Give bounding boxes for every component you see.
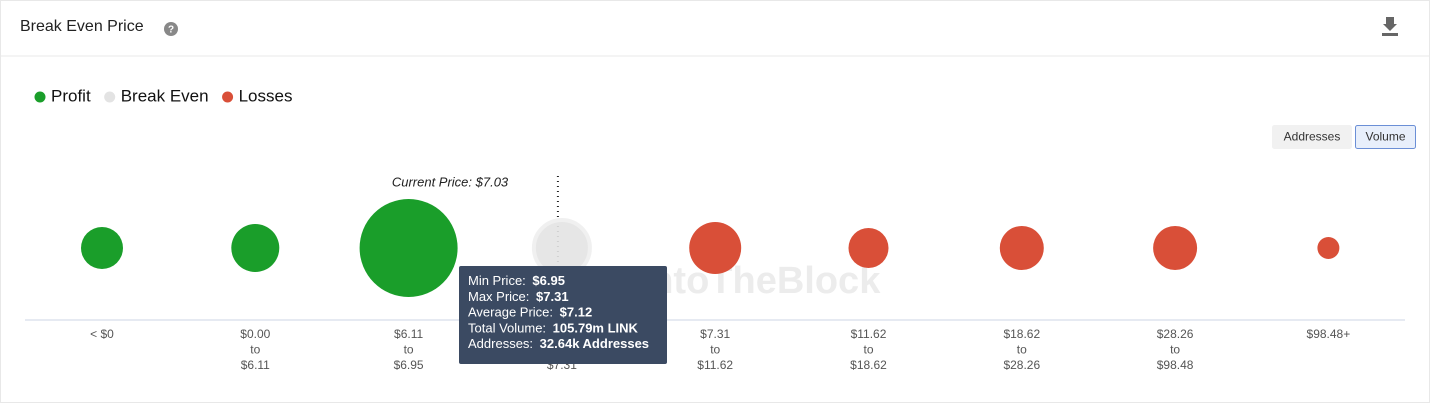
bubble xyxy=(1317,237,1340,259)
title: Break Even Price xyxy=(20,18,144,35)
legend-marker xyxy=(222,91,234,103)
tooltip-row: Max Price: $7.31 xyxy=(468,289,569,304)
tooltip-value: $6.95 xyxy=(532,273,565,288)
x-tick-label: $28.26 xyxy=(1157,327,1194,341)
tooltip-row: Average Price: $7.12 xyxy=(468,305,592,320)
bubble xyxy=(359,199,458,297)
tooltip-value: 32.64k Addresses xyxy=(540,337,649,352)
tooltip-label: Min Price: xyxy=(468,273,529,288)
x-tick-label: to xyxy=(250,343,260,357)
x-tick-label: $0.00 xyxy=(240,327,270,341)
x-tick-label: $98.48+ xyxy=(1307,327,1351,341)
bubble xyxy=(999,226,1044,270)
x-tick-label: to xyxy=(1017,343,1027,357)
x-tick-label: $18.62 xyxy=(1003,327,1040,341)
tooltip-row: Min Price: $6.95 xyxy=(468,273,565,288)
annotation: Current Price: $7.03 xyxy=(392,174,509,189)
toggle-label[interactable]: Addresses xyxy=(1284,130,1341,144)
tooltip-box xyxy=(459,266,667,364)
x-tick-label: $11.62 xyxy=(697,358,733,372)
bubble xyxy=(689,222,742,274)
x-tick-label: $6.95 xyxy=(394,358,424,372)
help-icon[interactable]: ? xyxy=(164,22,178,36)
bubble xyxy=(231,224,280,272)
legend-label: Losses xyxy=(239,86,293,105)
bubble xyxy=(1153,226,1198,270)
tooltip-value: 105.79m LINK xyxy=(553,321,639,336)
x-tick-label: $98.48 xyxy=(1157,358,1194,372)
toggle-label[interactable]: Volume xyxy=(1365,130,1405,144)
tooltip-label: Average Price: xyxy=(468,305,557,320)
x-tick-label: $7.31 xyxy=(700,327,730,341)
x-tick-label: to xyxy=(863,343,873,357)
plot: Current Price: $7.03< $0 $0.00to$6.11$6.1… xyxy=(81,174,1350,372)
toggle: Addresses Volume xyxy=(1272,125,1416,149)
x-tick-label: $28.26 xyxy=(1003,358,1040,372)
x-tick-label: to xyxy=(1170,343,1180,357)
legend-marker xyxy=(34,91,46,103)
x-tick-label: $6.11 xyxy=(394,327,423,341)
toggle-button[interactable] xyxy=(1355,125,1416,149)
x-tick-label: $6.11 xyxy=(241,358,270,372)
legend-marker xyxy=(104,91,116,103)
bubble xyxy=(848,227,889,269)
x-tick-label: $11.62 xyxy=(851,327,887,341)
x-tick-label: to xyxy=(404,343,414,357)
x-tick-label: to xyxy=(710,343,720,357)
tooltip-value: $7.31 xyxy=(536,289,569,304)
tooltip-label: Addresses: xyxy=(468,337,537,352)
toggle-button[interactable] xyxy=(1272,125,1352,149)
legend: Profit Break Even Losses xyxy=(34,86,293,105)
legend-label: Break Even xyxy=(121,86,209,105)
bubble xyxy=(81,227,123,269)
tooltip-row: Total Volume: 105.79m LINK xyxy=(468,321,639,336)
legend-label: Profit xyxy=(51,86,91,105)
x-tick-label: $18.62 xyxy=(850,358,887,372)
tooltip-label: Max Price: xyxy=(468,289,533,304)
download-icon[interactable] xyxy=(1382,17,1398,36)
tooltip-value: $7.12 xyxy=(560,305,593,320)
tooltip-row: Addresses: 32.64k Addresses xyxy=(468,337,649,352)
watermark: IntoTheBlock xyxy=(640,260,882,302)
svg-text:?: ? xyxy=(168,25,174,36)
tooltip-label: Total Volume: xyxy=(468,321,550,336)
x-tick-label: < $0 xyxy=(90,327,114,341)
